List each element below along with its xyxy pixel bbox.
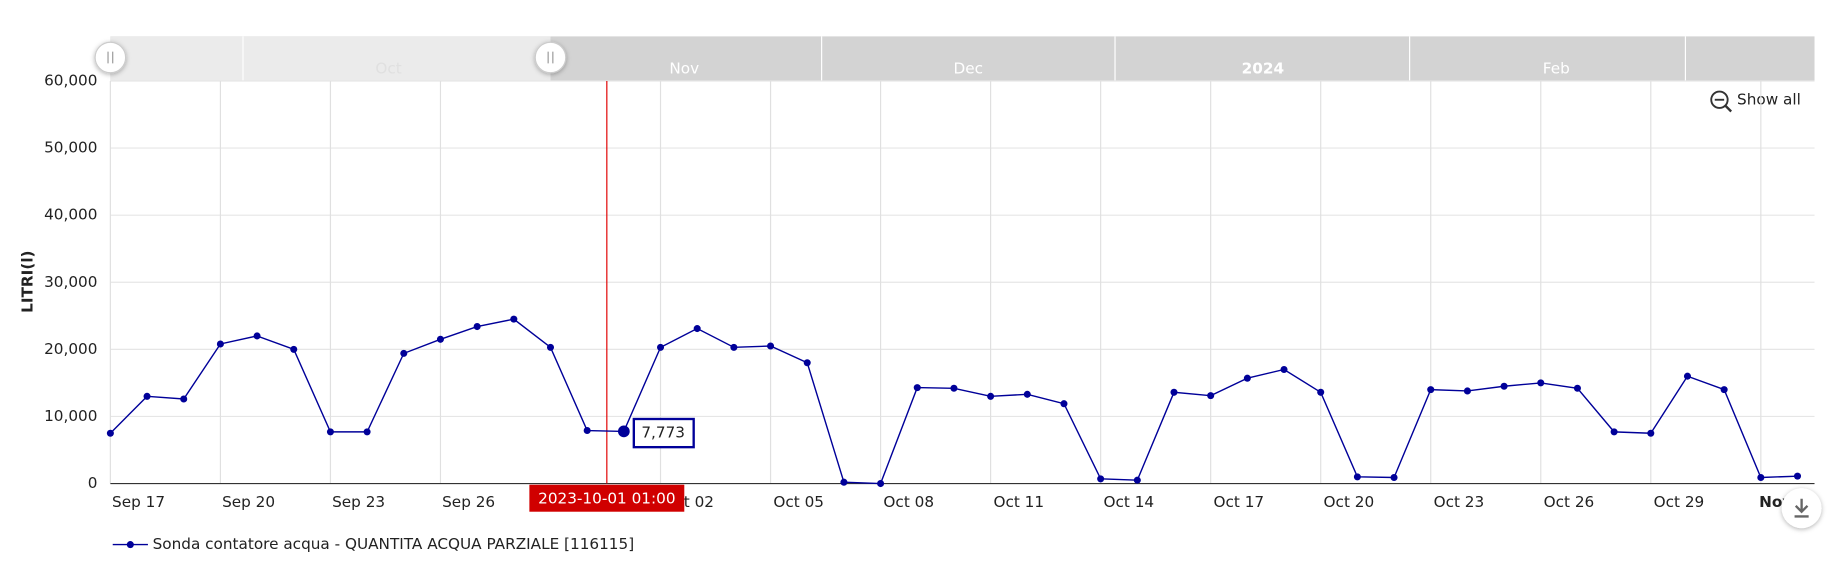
navigator-label: 2024: [1242, 60, 1284, 78]
show-all-label[interactable]: Show all: [1737, 90, 1801, 108]
data-point: [730, 343, 738, 351]
data-point: [1647, 429, 1655, 437]
navigator-label: Dec: [954, 60, 984, 78]
data-point: [617, 425, 630, 438]
data-point: [1317, 388, 1325, 396]
data-point: [1463, 387, 1471, 395]
data-point: [1500, 382, 1508, 390]
data-point: [1757, 473, 1765, 482]
data-point: [1537, 379, 1545, 387]
data-point: [473, 323, 481, 331]
y-tick-label: 50,000: [44, 139, 97, 157]
legend-marker: [126, 541, 134, 549]
navigator-label: Oct: [375, 60, 401, 78]
data-point: [1573, 384, 1581, 392]
data-point: [510, 315, 518, 323]
navigator-handle[interactable]: [534, 41, 567, 74]
x-tick-label: Oct 26: [1544, 493, 1595, 511]
data-point: [877, 480, 885, 488]
x-tick-label: Oct 17: [1214, 493, 1265, 511]
x-tick-label: Oct 05: [773, 493, 824, 511]
data-point: [546, 343, 555, 351]
data-point: [767, 342, 775, 350]
data-point: [1060, 400, 1068, 408]
data-point: [913, 384, 921, 392]
series: [106, 315, 1802, 488]
data-point: [693, 325, 701, 333]
x-tick-label: Sep 20: [222, 493, 275, 511]
y-axis-title: LITRI(l): [19, 250, 37, 312]
data-point: [1207, 392, 1215, 400]
data-point: [436, 335, 444, 343]
x-tick-label: Oct 14: [1103, 493, 1154, 511]
data-point: [1720, 386, 1728, 394]
navigator-selection[interactable]: [110, 36, 551, 81]
series-line: [109, 318, 1798, 485]
legend-label[interactable]: Sonda contatore acqua - QUANTITA ACQUA P…: [153, 535, 635, 553]
data-point: [950, 384, 958, 392]
data-point: [326, 428, 334, 436]
x-tick-label: Sep 23: [332, 493, 385, 511]
zoom-icon: [1710, 90, 1729, 109]
y-tick-label: 30,000: [44, 273, 97, 291]
navigator-label: Nov: [669, 60, 699, 78]
data-point: [583, 427, 591, 435]
y-tick-label: 20,000: [44, 340, 97, 358]
x-tick-label: Oct 08: [883, 493, 934, 511]
show-all-button[interactable]: Show all: [1710, 90, 1801, 113]
data-point: [1353, 473, 1361, 481]
data-point: [400, 349, 408, 357]
data-point: [1793, 472, 1802, 480]
zoom-icon-handle: [1724, 104, 1733, 113]
y-axis-title-group: LITRI(l): [19, 250, 37, 312]
data-point: [1170, 388, 1178, 396]
data-point: [290, 345, 298, 353]
data-point: [803, 359, 811, 367]
navigator-handle[interactable]: [94, 41, 127, 74]
tooltip-box: [632, 417, 695, 449]
y-tick-label: 10,000: [44, 407, 97, 425]
data-point: [1097, 475, 1105, 483]
data-point: [143, 392, 151, 400]
data-point: [1427, 386, 1435, 394]
data-point: [1390, 473, 1398, 482]
download-icon: [1794, 498, 1809, 518]
data-point: [1243, 374, 1251, 382]
crosshair-label-box: [529, 484, 685, 512]
x-tick-label: Sep 17: [112, 493, 165, 511]
handle-circle: [94, 41, 127, 74]
data-point: [1683, 372, 1691, 380]
data-point: [1610, 428, 1618, 436]
data-point: [180, 395, 188, 403]
y-tick-label: 0: [88, 474, 98, 492]
x-tick-label: Oct 20: [1324, 493, 1375, 511]
download-button[interactable]: [1781, 488, 1822, 529]
data-point: [106, 429, 114, 437]
y-tick-label: 60,000: [44, 71, 97, 89]
data-point: [840, 478, 848, 486]
x-tick-label: Oct 11: [993, 493, 1044, 511]
data-point: [1280, 365, 1288, 374]
crosshair-label: 2023-10-01 01:00: [538, 489, 675, 507]
x-tick-label: Oct 23: [1434, 493, 1485, 511]
data-point: [216, 340, 224, 348]
handle-circle: [534, 41, 567, 74]
navigator-label: Feb: [1543, 60, 1570, 78]
x-tick-label: Sep 26: [442, 493, 495, 511]
data-point: [657, 343, 665, 351]
y-tick-label: 40,000: [44, 206, 97, 224]
data-point: [1023, 390, 1031, 398]
data-point: [253, 332, 261, 340]
data-point: [363, 428, 371, 436]
navigator[interactable]: Oct Nov Dec 2024 Feb: [94, 36, 1815, 81]
tooltip-label: 7,773: [641, 424, 685, 442]
x-tick-label: Oct 29: [1654, 493, 1705, 511]
data-point: [987, 392, 995, 400]
data-point: [1133, 476, 1141, 484]
